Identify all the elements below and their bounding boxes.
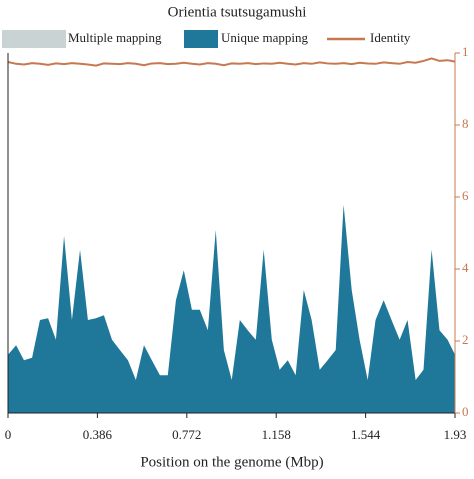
mapping-area: [8, 204, 455, 413]
y2-tick-label: 2: [462, 332, 469, 347]
legend-swatch: [184, 30, 218, 48]
y2-tick-label: 0: [462, 404, 469, 419]
chart-title: Orientia tsutsugamushi: [168, 4, 307, 20]
x-tick-label: 0.772: [172, 427, 201, 442]
identity-line: [7, 57, 456, 67]
x-tick-label: 1.158: [262, 427, 291, 442]
x-tick-label: 0.386: [83, 427, 113, 442]
x-tick-label: 0: [5, 427, 12, 442]
y2-tick-label: 1: [462, 44, 469, 59]
y2-tick-label: 4: [462, 260, 469, 275]
legend-swatch: [2, 30, 66, 48]
legend-label: Unique mapping: [221, 30, 309, 45]
legend-label: Multiple mapping: [68, 30, 162, 45]
y2-tick-label: 6: [462, 188, 469, 203]
x-tick-label: 1.93: [444, 427, 467, 442]
x-axis-label: Position on the genome (Mbp): [140, 454, 323, 470]
legend-label: Identity: [370, 30, 411, 45]
y2-tick-label: 8: [462, 116, 469, 131]
x-tick-label: 1.544: [351, 427, 381, 442]
